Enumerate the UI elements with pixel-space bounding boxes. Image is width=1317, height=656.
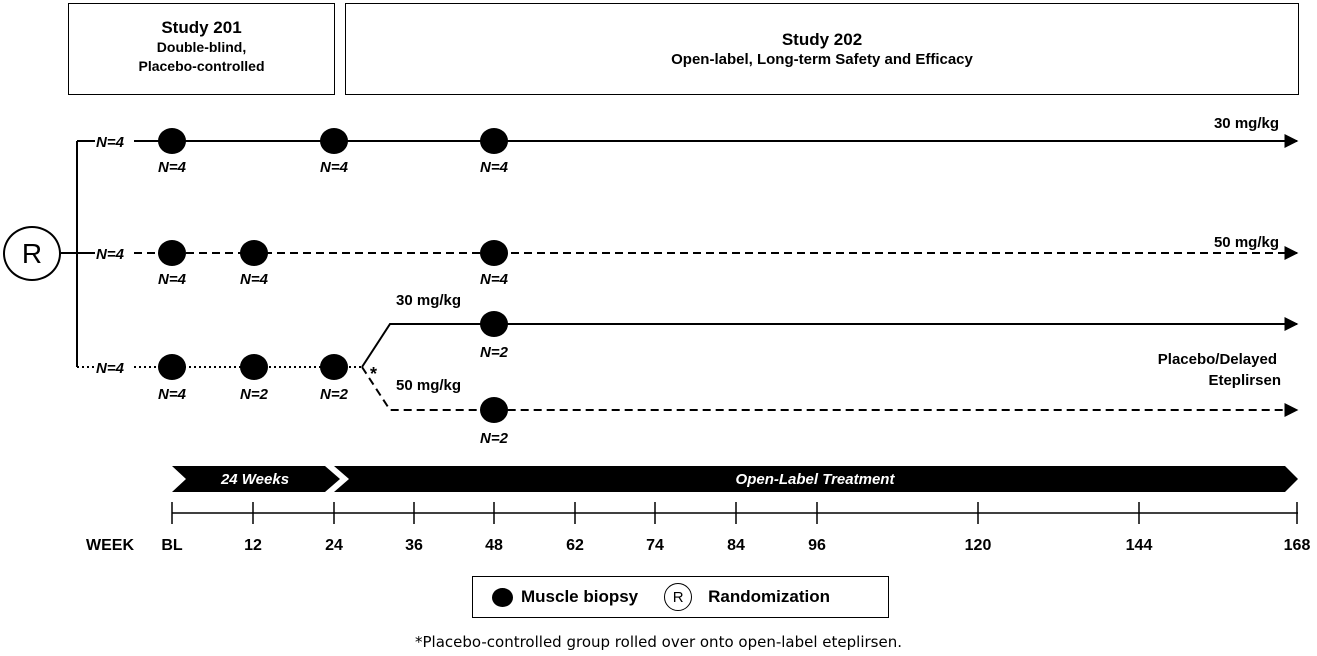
biopsy-dot-arm3-12 [240, 354, 268, 380]
timeline-ticks [171, 502, 1298, 524]
tick-label: 84 [727, 537, 745, 554]
study-202-line1: Open-label, Long-term Safety and Efficac… [671, 51, 973, 68]
arm2-biopsy-label: N=4 [158, 271, 187, 288]
phase1-label: 24 Weeks [220, 471, 289, 488]
arm1-dose-label: 30 mg/kg [1214, 115, 1279, 132]
phase2-label: Open-Label Treatment [736, 471, 896, 488]
legend: Muscle biopsy R Randomization [472, 576, 889, 618]
axis-label: WEEK [86, 537, 134, 554]
arm3-n-label: N=4 [96, 360, 125, 377]
phase2-arrow [334, 466, 1298, 492]
biopsy-dot-branch-lower [480, 397, 508, 423]
biopsy-dot-arm3-24 [320, 354, 348, 380]
study-201-line1: Double-blind, [156, 39, 247, 55]
biopsy-dot-arm2-12 [240, 240, 268, 266]
biopsy-dot-arm2-bl [158, 240, 186, 266]
tick-label: 74 [646, 537, 664, 554]
tick-label: 48 [485, 537, 503, 554]
study-202-title: Study 202 [781, 30, 863, 49]
biopsy-dots [158, 128, 508, 423]
biopsy-dot-arm1-bl [158, 128, 186, 154]
phase1-arrow [172, 466, 340, 492]
branch-lower-dose-label: 50 mg/kg [396, 377, 461, 394]
legend-rand-symbol: R [672, 588, 684, 606]
arm3-biopsy-label: N=2 [320, 386, 349, 403]
footnote: *Placebo-controlled group rolled over on… [415, 633, 902, 651]
randomization-symbol: R [21, 237, 43, 269]
arm3-dose-line2: Eteplirsen [1208, 372, 1281, 389]
arm1-biopsy-label: N=4 [320, 159, 349, 176]
arm3-biopsy-label: N=2 [240, 386, 269, 403]
tick-label: BL [161, 537, 183, 554]
randomization-legend-icon: R [664, 583, 693, 611]
tick-label: 24 [325, 537, 343, 554]
biopsy-dot-arm1-48 [480, 128, 508, 154]
tick-label: 12 [244, 537, 262, 554]
legend-biopsy-label: Muscle biopsy [521, 587, 639, 606]
rollover-asterisk: * [370, 364, 377, 384]
arm2-dose-label: 50 mg/kg [1214, 234, 1279, 251]
tick-label: 36 [405, 537, 423, 554]
study-201-title: Study 201 [161, 18, 242, 37]
tick-label: 62 [566, 537, 584, 554]
biopsy-dot-arm1-24 [320, 128, 348, 154]
arm3-branch-upper [361, 317, 1299, 368]
arm2-biopsy-label: N=4 [240, 271, 269, 288]
arm3-biopsy-label: N=4 [158, 386, 187, 403]
tick-label: 144 [1126, 537, 1153, 554]
biopsy-dot-arm2-48 [480, 240, 508, 266]
tick-label: 168 [1284, 537, 1311, 554]
arm2-n-label: N=4 [96, 246, 125, 263]
branch-upper-biopsy-label: N=2 [480, 344, 509, 361]
arm3-branch-lower [361, 366, 1299, 417]
study-201-box: Study 201 Double-blind, Placebo-controll… [68, 3, 335, 95]
arm3-dose-line1: Placebo/Delayed [1158, 351, 1277, 368]
study-202-box: Study 202 Open-label, Long-term Safety a… [345, 3, 1299, 95]
tick-label: 96 [808, 537, 826, 554]
arm2-biopsy-label: N=4 [480, 271, 509, 288]
branch-lower-biopsy-label: N=2 [480, 430, 509, 447]
tick-label: 120 [965, 537, 992, 554]
biopsy-dot-arm3-bl [158, 354, 186, 380]
biopsy-dot-branch-upper [480, 311, 508, 337]
arm1-n-label: N=4 [96, 134, 125, 151]
randomization-icon: R [3, 226, 61, 281]
branch-upper-dose-label: 30 mg/kg [396, 292, 461, 309]
arm1-biopsy-label: N=4 [158, 159, 187, 176]
study-201-line2: Placebo-controlled [138, 58, 265, 74]
arm1-biopsy-label: N=4 [480, 159, 509, 176]
muscle-biopsy-icon [492, 587, 513, 607]
legend-randomization-label: Randomization [708, 587, 830, 606]
